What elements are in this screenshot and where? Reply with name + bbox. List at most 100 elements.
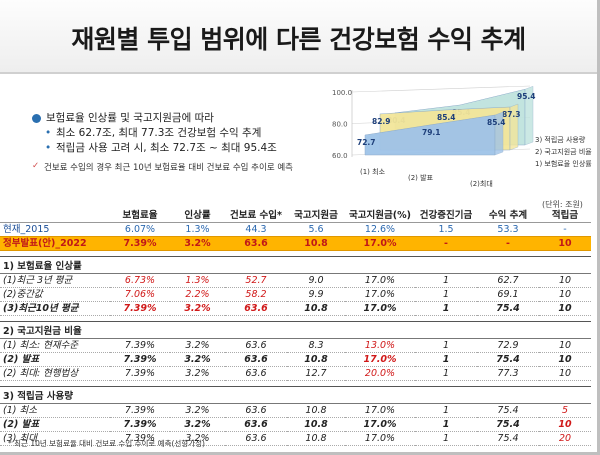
bullet-sub-2: 적립금 사용 고려 시, 최소 72.7조 ~ 최대 95.4조 [32, 141, 342, 156]
table-cell: 75.4 [477, 431, 539, 446]
table-cell: 17.0% [345, 417, 415, 432]
table-cell: 12.6% [364, 224, 396, 235]
table-cell: 10 [539, 417, 591, 432]
area-side [524, 85, 534, 146]
revenue-table: 보험료율 인상률 건보료 수입* 국고지원금 국고지원금(%) 건강증진기금 수익 추계 적립… [0, 209, 591, 446]
table-cell: 10 [539, 301, 591, 316]
table-cell: 8.3 [287, 338, 345, 353]
table-cell: 62.7 [477, 273, 539, 288]
x-tick-label: (2) 발표 [408, 173, 434, 182]
area-side [509, 103, 519, 151]
table-cell: 17.0% [345, 301, 415, 316]
row-label: (2) 최대: 현행법상 [0, 366, 110, 381]
data-label: 87.3 [502, 110, 521, 119]
table-cell: 20.0% [345, 366, 415, 381]
table-cell: 7.39% [110, 352, 170, 367]
table-cell: 10 [539, 287, 591, 302]
table-cell: 63.6 [225, 403, 287, 418]
table-cell: 58.2 [225, 287, 287, 302]
bullet-dot-icon [32, 114, 41, 123]
table-cell: 10 [539, 352, 591, 367]
data-label: 85.4 [437, 113, 456, 122]
area-side [494, 111, 504, 156]
series-label: 2) 국고지원금 비율 [535, 147, 592, 156]
table-cell: 3.2% [170, 338, 225, 353]
data-label: 79.1 [422, 128, 441, 137]
table-cell: 63.6 [225, 431, 287, 446]
section-header-row: 3) 적립금 사용량 [0, 386, 591, 404]
column-header: 보험료율 [110, 209, 170, 223]
table-cell: 17.0% [345, 236, 415, 251]
table-cell: 10 [539, 273, 591, 288]
row-label: (2)중간값 [0, 287, 110, 302]
column-header: 수익 추계 [477, 209, 539, 223]
table-cell: 1 [415, 287, 477, 302]
table-cell: 72.9 [477, 338, 539, 353]
section-title: 2) 국고지원금 비율 [0, 321, 591, 339]
table-row: (2) 발표 7.39% 3.2% 63.6 10.8 17.0% 1 75.4 10 [0, 417, 591, 432]
table-cell: 3.2% [170, 352, 225, 367]
table-cell: 63.6 [225, 417, 287, 432]
table-cell: 3.2% [170, 431, 225, 446]
table-cell: 17.0% [345, 287, 415, 302]
table-cell: 3.2% [170, 236, 225, 251]
column-header: 적립금 [539, 209, 591, 223]
table-cell: 3.2% [170, 403, 225, 418]
page-title: 재원별 투입 범위에 다른 건강보험 수익 추계 [71, 25, 526, 54]
table-cell: 63.6 [225, 366, 287, 381]
table-row: 현재_2015 6.07% 1.3% 44.3 5.6 12.6% 1.5 53.3 - [0, 223, 591, 237]
table-cell: 10.8 [287, 236, 345, 251]
table-cell: 52.7 [225, 273, 287, 288]
note-text: 건보료 수입의 경우 최근 10년 보험료율 대비 건보료 수입 추이로 예측 [44, 163, 293, 173]
table-cell: 10.8 [287, 403, 345, 418]
table-cell: 1 [415, 366, 477, 381]
table-cell: 6.07% [124, 224, 156, 235]
table-cell: - [563, 224, 567, 235]
table-cell: 5.6 [308, 224, 324, 235]
table-cell: 10 [539, 338, 591, 353]
data-label: 82.9 [372, 117, 391, 126]
table-cell: 20 [539, 431, 591, 446]
table-cell: 17.0% [345, 431, 415, 446]
x-tick-label: (2)최대 [470, 179, 493, 188]
row-label: (3)최근10년 평균 [0, 301, 110, 316]
bullet-main-text: 보험료율 인상률 및 국고지원금에 따라 [46, 112, 214, 124]
unit-label: (단위: 조원) [542, 200, 583, 209]
gridline [351, 85, 531, 93]
table-row: (1)최근 3년 평균 6.73% 1.3% 52.7 9.0 17.0% 1 62.7 10 [0, 273, 591, 288]
table-cell: 44.3 [245, 224, 267, 235]
row-label: (2) 발표 [0, 417, 110, 432]
table-cell: 13.0% [345, 338, 415, 353]
table-row: (1) 최소: 현재수준 7.39% 3.2% 63.6 8.3 13.0% 1 72.9 10 [0, 338, 591, 353]
table-cell: 17.0% [345, 403, 415, 418]
table-cell: 63.6 [225, 301, 287, 316]
table-cell: 77.3 [477, 366, 539, 381]
column-header: 건강증진기금 [415, 209, 477, 223]
table-cell: 1 [415, 273, 477, 288]
table-cell: 63.6 [225, 236, 287, 251]
column-header: 국고지원금 [287, 209, 345, 223]
row-label: (1) 최소 [0, 403, 110, 418]
table-cell: 10.8 [287, 301, 345, 316]
table-cell: 7.06% [110, 287, 170, 302]
table-cell: 1 [415, 403, 477, 418]
table-cell: 1.5 [438, 224, 454, 235]
table-cell: 9.0 [287, 273, 345, 288]
table-row: (2) 최대: 현행법상 7.39% 3.2% 63.6 12.7 20.0% 1 77.3 1… [0, 366, 591, 381]
row-label: 정부발표(안)_2022 [0, 236, 110, 251]
table-cell: 3.2% [170, 301, 225, 316]
y-tick-label: 80.0 [332, 121, 348, 129]
chart-svg: 100.080.060.080.485.495.482.985.487.372.… [332, 85, 592, 188]
table-cell: 69.1 [477, 287, 539, 302]
table-header-row: 보험료율 인상률 건보료 수입* 국고지원금 국고지원금(%) 건강증진기금 수익 추계 적립… [0, 209, 591, 223]
row-label: (2) 발표 [0, 352, 110, 367]
section-title: 1) 보험료율 인상률 [0, 256, 591, 274]
section-header-row: 1) 보험료율 인상률 [0, 256, 591, 274]
table-cell: 7.39% [110, 403, 170, 418]
table-row: (3)최근10년 평균 7.39% 3.2% 63.6 10.8 17.0% 1 75.4 10 [0, 301, 591, 316]
table-cell: 1.3% [170, 273, 225, 288]
check-icon: ✓ [32, 161, 40, 171]
table-cell: 10.8 [287, 417, 345, 432]
table-cell: 53.3 [497, 224, 519, 235]
